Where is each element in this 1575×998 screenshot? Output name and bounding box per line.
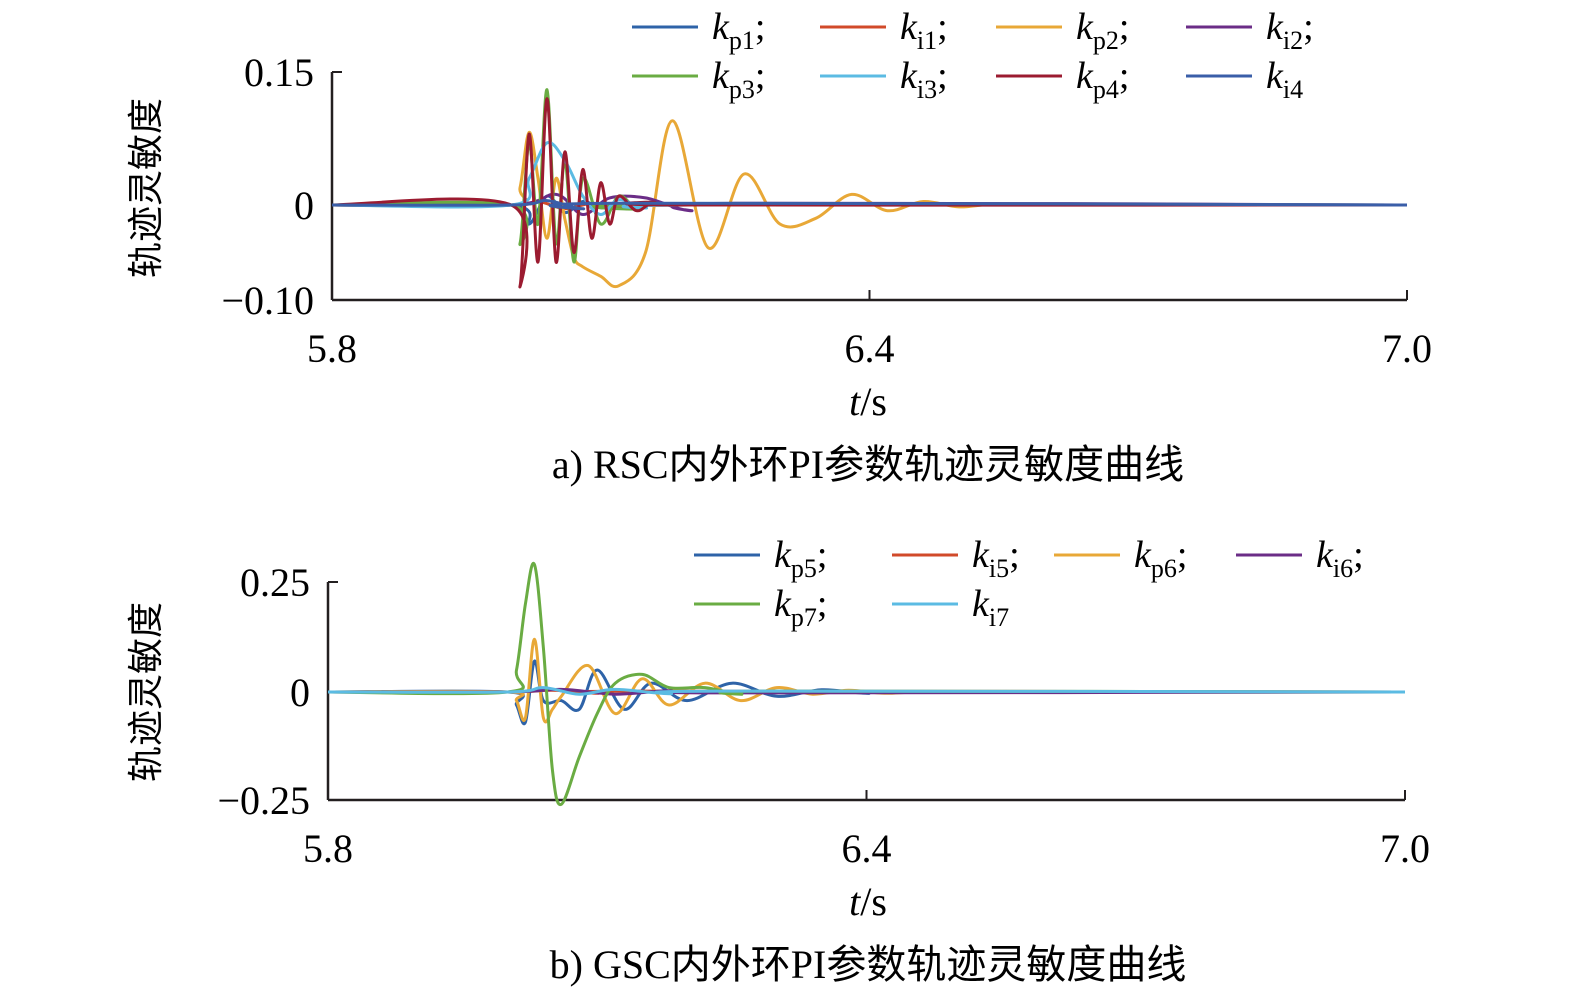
panel-a-caption: a) RSC内外环PI参数轨迹灵敏度曲线 [552, 442, 1184, 487]
x-tick-label: 7.0 [1380, 826, 1430, 871]
legend-label-ki1: ki1; [900, 6, 948, 55]
panel-b-xlabel: t/s [849, 879, 887, 924]
legend-label-ki2: ki2; [1266, 6, 1314, 55]
panel-b-series [327, 561, 1406, 807]
y-tick-label: −0.25 [217, 778, 310, 823]
x-tick-label: 5.8 [307, 326, 357, 371]
legend-label-kp7: kp7; [774, 583, 827, 632]
panel-a-y-ticks: 0.15 0 −0.10 [221, 50, 342, 323]
legend-label-ki5: ki5; [972, 534, 1020, 583]
panel-b-y-ticks: 0.25 0 −0.25 [217, 560, 338, 823]
panel-a: 轨迹灵敏度 0.150−0.10 5.8 6.4 7.0 kp1; ki1; kp2; k… [126, 6, 1432, 487]
series-line-ki7 [327, 686, 1406, 696]
legend-label-ki6: ki6; [1316, 534, 1364, 583]
series-line-kp6 [327, 637, 1406, 724]
x-tick-label: 6.4 [842, 826, 892, 871]
panel-a-x-ticks: 5.8 6.4 7.0 [307, 290, 1432, 371]
legend-label-kp5: kp5; [774, 534, 827, 583]
panel-a-series [331, 88, 1408, 289]
series-line-kp4 [331, 97, 1408, 289]
legend-label-kp1: kp1; [712, 6, 765, 55]
series-line-ki4 [331, 199, 1408, 211]
legend-label-ki3: ki3; [900, 55, 948, 104]
y-tick-label: −0.10 [221, 278, 314, 323]
series-line-kp3 [331, 88, 1408, 264]
legend-label-kp3: kp3; [712, 55, 765, 104]
x-tick-label: 7.0 [1382, 326, 1432, 371]
x-tick-label: 6.4 [845, 326, 895, 371]
panel-a-ylabel: 轨迹灵敏度 [126, 98, 166, 278]
legend-label-kp4: kp4; [1076, 55, 1129, 104]
legend-label-ki4: ki4 [1266, 55, 1303, 104]
y-tick-label: 0 [294, 183, 314, 228]
y-tick-label: 0.25 [240, 560, 310, 605]
panel-b-x-ticks: 5.8 6.4 7.0 [303, 790, 1430, 871]
y-tick-label: 0.15 [244, 50, 314, 95]
panel-b-legend: kp5; ki5; kp6; ki6; kp7; ki7 [694, 534, 1364, 632]
y-tick-label: 0 [290, 670, 310, 715]
panel-a-xlabel: t/s [849, 379, 887, 424]
panel-a-legend: kp1; ki1; kp2; ki2; kp3; ki3; kp4; ki4 [632, 6, 1314, 104]
x-tick-label: 5.8 [303, 826, 353, 871]
legend-label-ki7: ki7 [972, 583, 1009, 632]
panel-b-ylabel: 轨迹灵敏度 [126, 602, 166, 782]
panel-b-caption: b) GSC内外环PI参数轨迹灵敏度曲线 [550, 942, 1187, 987]
legend-label-kp6: kp6; [1134, 534, 1187, 583]
series-line-kp7 [327, 561, 1406, 807]
legend-label-kp2: kp2; [1076, 6, 1129, 55]
panel-b: 轨迹灵敏度 0.250−0.25 5.8 6.4 7.0 kp5; ki5; kp6; k… [126, 534, 1430, 987]
